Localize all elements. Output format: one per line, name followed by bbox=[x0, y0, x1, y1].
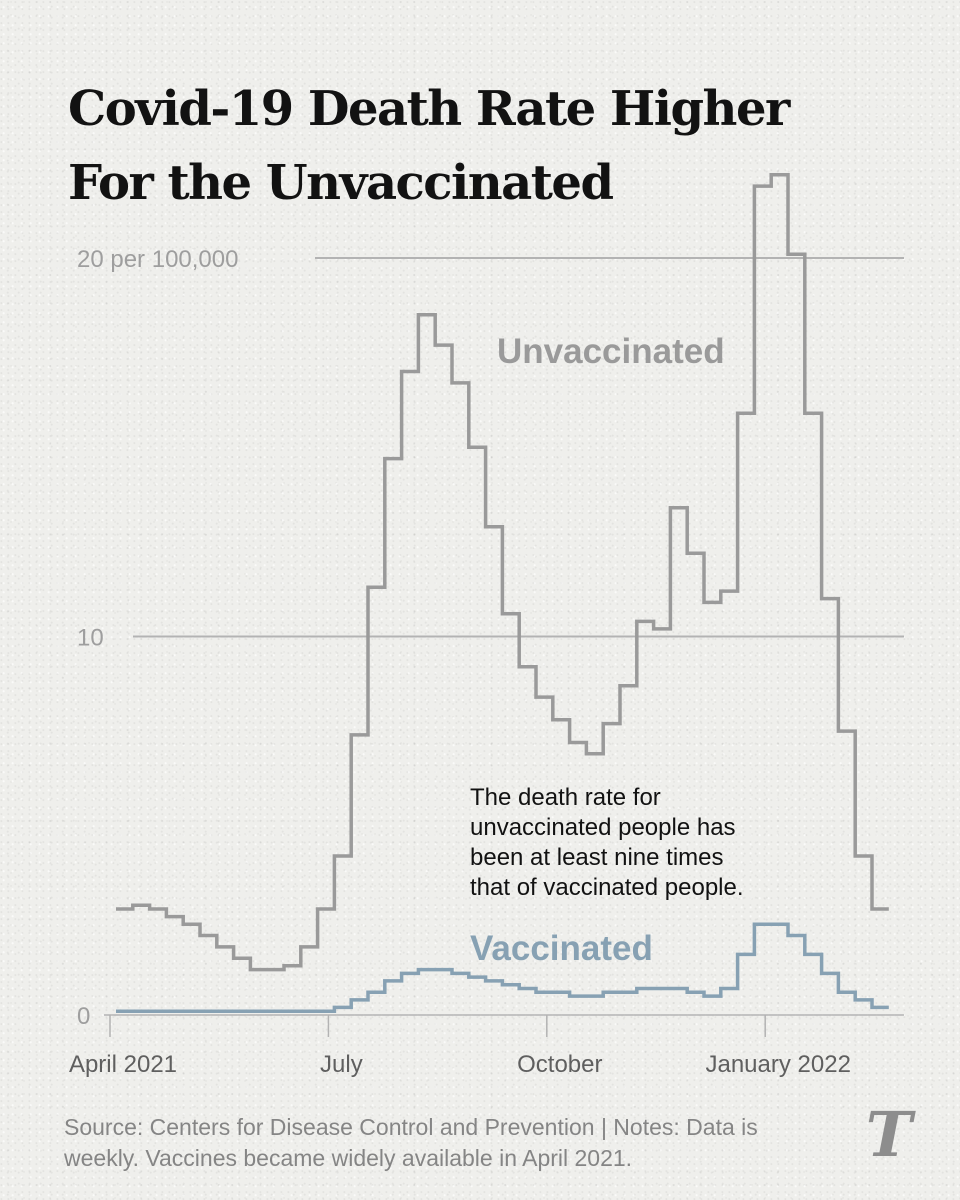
source-line-2: weekly. Vaccines became widely available… bbox=[64, 1145, 633, 1171]
y-tick-label: 0 bbox=[77, 1003, 90, 1030]
nyt-t-logo-icon: T bbox=[866, 1100, 916, 1168]
x-tick-label: January 2022 bbox=[705, 1051, 850, 1078]
x-tick-label: April 2021 bbox=[69, 1051, 177, 1078]
y-tick-label: 20 per 100,000 bbox=[77, 246, 238, 273]
logo-glyph: T bbox=[866, 1100, 916, 1168]
chart-title-line-1: Covid-19 Death Rate Higher bbox=[68, 81, 790, 137]
chart-title-line-2: For the Unvaccinated bbox=[68, 155, 614, 211]
vaccinated-series-line bbox=[116, 922, 889, 1013]
annotation-note-line: unvaccinated people has bbox=[470, 814, 736, 841]
annotation-note-line: that of vaccinated people. bbox=[470, 874, 744, 901]
chart: 0 10 20 per 100,000 April 2021 July October Ja… bbox=[69, 172, 904, 1078]
unvaccinated-series-line bbox=[116, 172, 889, 972]
annotation-note-line: been at least nine times bbox=[470, 844, 724, 871]
annotation-note-line: The death rate for bbox=[470, 784, 661, 811]
y-tick-label: 10 bbox=[77, 625, 104, 652]
source-line-1: Source: Centers for Disease Control and … bbox=[64, 1114, 758, 1140]
unvaccinated-series-label: Unvaccinated bbox=[497, 332, 725, 371]
x-tick-label: July bbox=[320, 1051, 363, 1078]
x-tick-label: October bbox=[517, 1051, 602, 1078]
source-note: Source: Centers for Disease Control and … bbox=[64, 1112, 844, 1174]
chart-title: Covid-19 Death Rate Higher For the Unvac… bbox=[68, 72, 888, 220]
vaccinated-series-label: Vaccinated bbox=[470, 929, 653, 968]
